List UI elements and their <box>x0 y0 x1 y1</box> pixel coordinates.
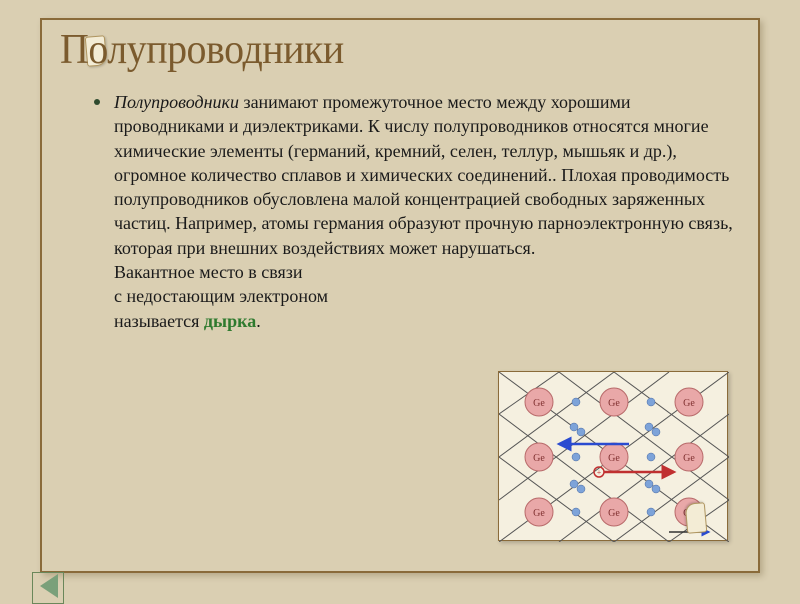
main-text: занимают промежуточное место между хорош… <box>114 92 733 258</box>
lead-term: Полупроводники <box>114 92 239 112</box>
slide-frame: Полупроводники Полупроводники занимают п… <box>40 18 760 573</box>
svg-text:+: + <box>597 468 602 477</box>
paragraph-text: Полупроводники занимают промежуточное ме… <box>114 90 744 333</box>
bullet-icon <box>94 99 100 105</box>
hole-term: дырка <box>204 311 256 331</box>
line-electron: с недостающим электроном <box>114 286 328 306</box>
svg-text:Ge: Ge <box>683 398 695 409</box>
line-called-post: . <box>256 311 261 331</box>
line-called-pre: называется <box>114 311 204 331</box>
svg-text:Ge: Ge <box>533 453 545 464</box>
svg-text:Ge: Ge <box>533 398 545 409</box>
scroll-decoration-bottom <box>686 503 714 543</box>
nav-prev-button[interactable] <box>40 574 58 598</box>
atoms: Ge Ge Ge Ge Ge Ge Ge Ge Ge <box>525 388 703 526</box>
svg-text:Ge: Ge <box>533 508 545 519</box>
svg-text:Ge: Ge <box>683 453 695 464</box>
svg-text:Ge: Ge <box>608 508 620 519</box>
svg-text:Ge: Ge <box>608 398 620 409</box>
svg-text:Ge: Ge <box>608 453 620 464</box>
slide-title: Полупроводники <box>60 26 344 74</box>
line-vacant: Вакантное место в связи <box>114 262 303 282</box>
slide-body: Полупроводники занимают промежуточное ме… <box>94 90 744 333</box>
